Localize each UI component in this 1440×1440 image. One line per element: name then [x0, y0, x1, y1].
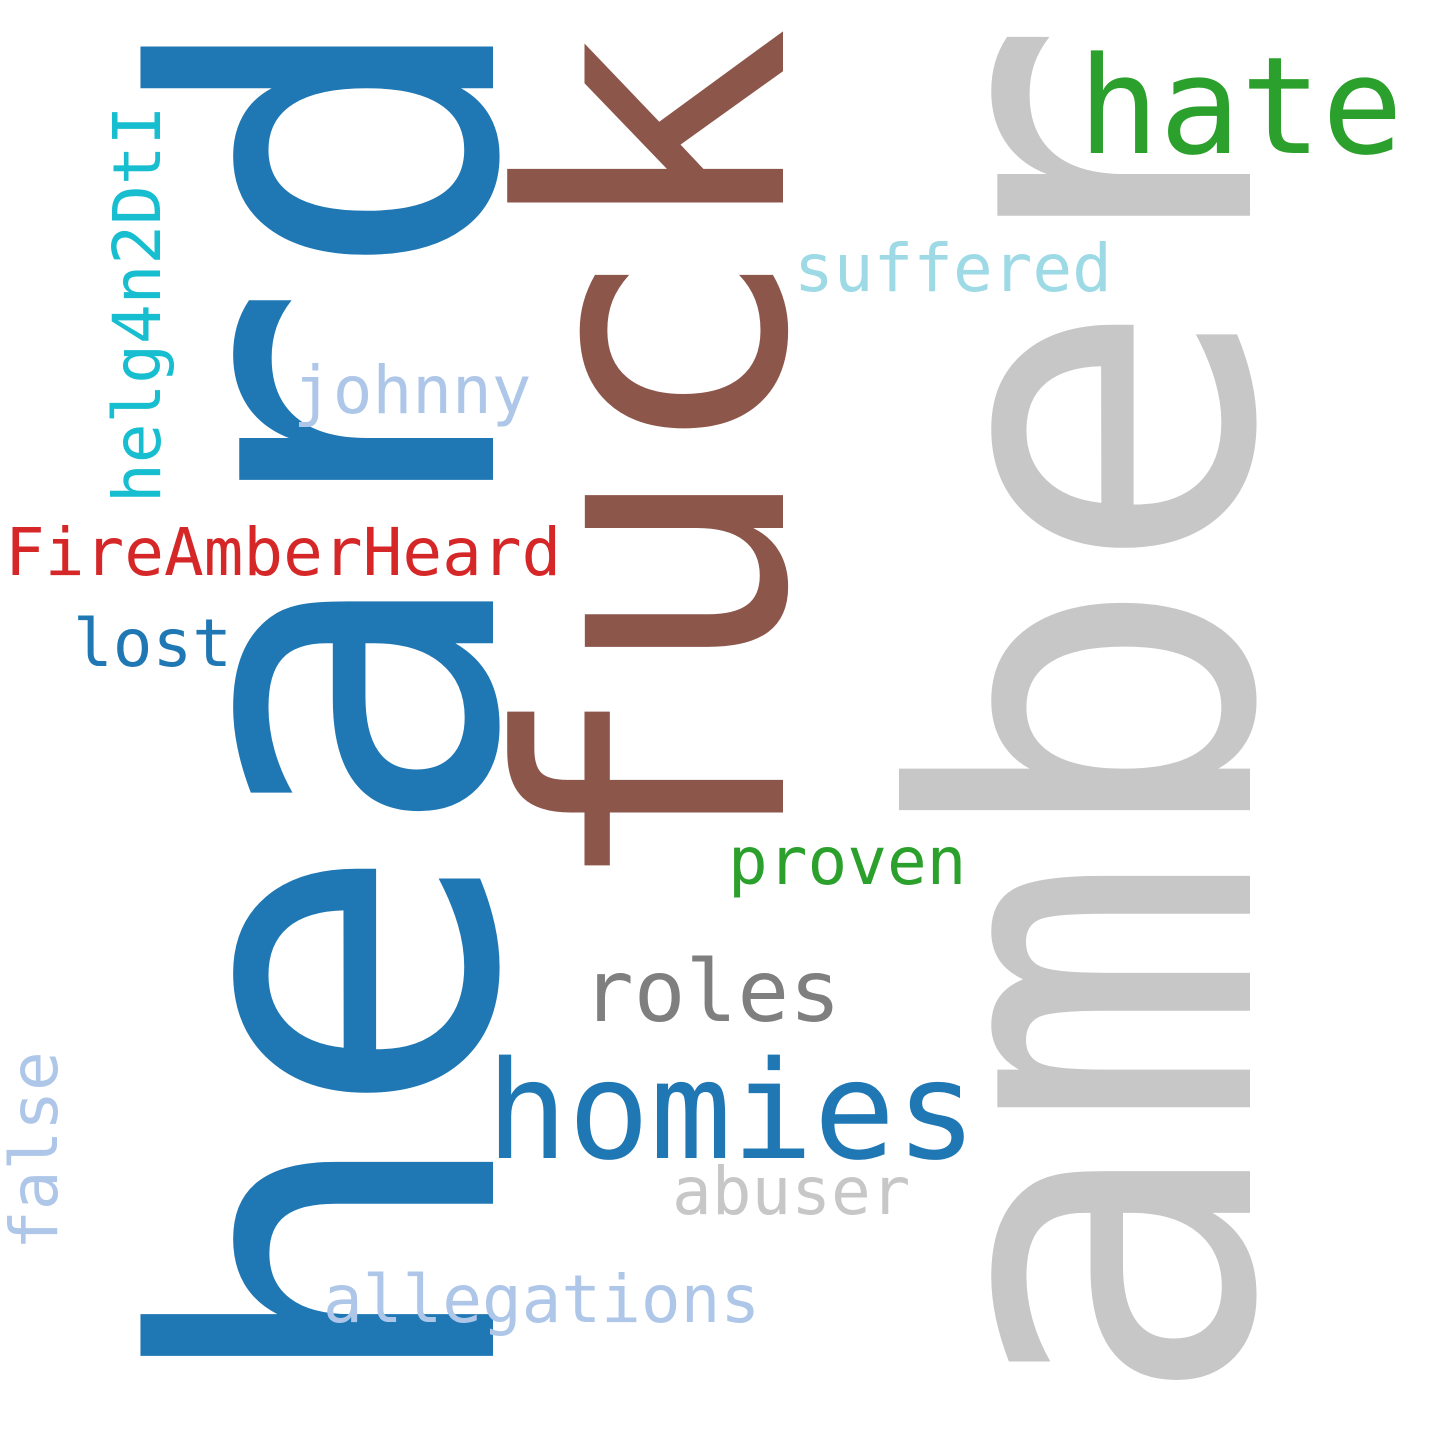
word-proven: proven	[728, 823, 966, 900]
word-roles: roles	[582, 942, 841, 1042]
word-lost: lost	[73, 605, 232, 682]
word-allegations: allegations	[323, 1261, 760, 1338]
word-amber: amber	[821, 19, 1359, 1410]
word-false: false	[0, 1051, 73, 1250]
word-homies: homies	[486, 1033, 977, 1191]
word-fireamberheard: FireAmberHeard	[5, 514, 561, 591]
word-hate: hate	[1078, 28, 1403, 185]
word-abuser: abuser	[672, 1153, 910, 1230]
word-suffered: suffered	[794, 230, 1112, 307]
word-fuck: fuck	[446, 26, 869, 900]
word-helg4n2dti: helg4n2DtI	[99, 106, 176, 503]
word-heard: heard	[63, 3, 603, 1400]
word-johnny: johnny	[293, 352, 531, 429]
